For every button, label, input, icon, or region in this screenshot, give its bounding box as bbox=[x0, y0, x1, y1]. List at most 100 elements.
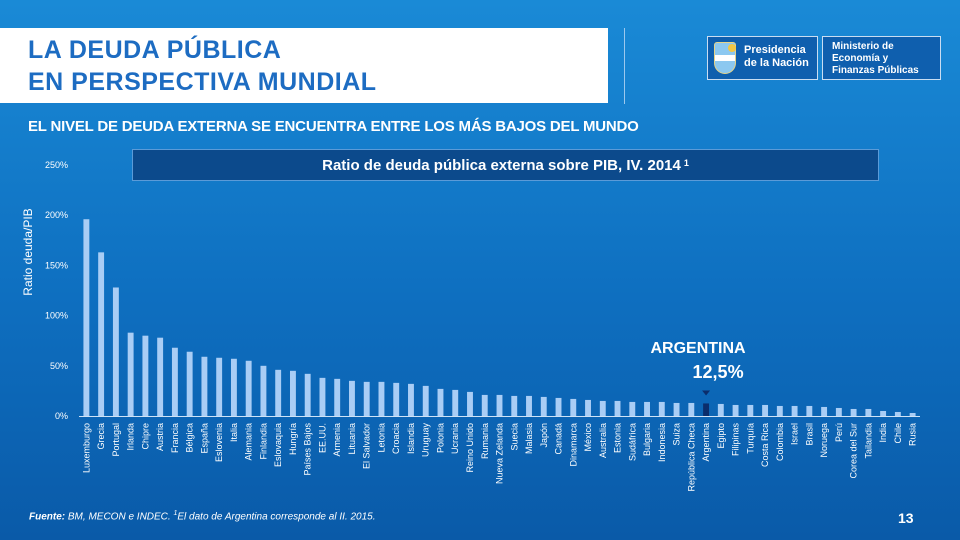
bar bbox=[186, 351, 193, 416]
bar bbox=[511, 395, 518, 416]
bar bbox=[127, 332, 134, 416]
bar bbox=[230, 358, 237, 416]
bar bbox=[540, 396, 547, 416]
x-tick-label: Países Bajos bbox=[303, 423, 313, 476]
bar bbox=[201, 356, 208, 416]
bar bbox=[275, 369, 282, 416]
bar bbox=[83, 219, 90, 416]
y-tick-label: 200% bbox=[45, 210, 68, 220]
bar bbox=[363, 381, 370, 416]
bar bbox=[673, 402, 680, 416]
bar bbox=[526, 395, 532, 416]
x-tick-label: Uruguay bbox=[421, 423, 431, 458]
x-tick-label: Corea del Sur bbox=[849, 423, 859, 479]
page-subtitle: EL NIVEL DE DEUDA EXTERNA SE ENCUENTRA E… bbox=[28, 118, 639, 135]
bar bbox=[629, 401, 636, 416]
bar bbox=[98, 252, 105, 416]
footnote-text: El dato de Argentina corresponde al II. … bbox=[177, 511, 376, 523]
bar bbox=[334, 378, 341, 416]
ministerio-line2: Economía y bbox=[832, 53, 889, 64]
x-tick-label: México bbox=[583, 423, 593, 452]
sun-icon bbox=[728, 44, 736, 52]
bar bbox=[644, 401, 650, 416]
x-tick-label: Indonesia bbox=[657, 423, 667, 462]
ministerio-line3: Finanzas Públicas bbox=[832, 65, 919, 76]
x-tick-label: Filipinas bbox=[731, 423, 741, 457]
bar bbox=[393, 382, 400, 416]
bar bbox=[481, 394, 488, 416]
bar bbox=[732, 404, 739, 416]
x-tick-label: Portugal bbox=[111, 423, 121, 457]
x-tick-label: Rumania bbox=[480, 423, 490, 459]
y-tick-label: 0% bbox=[55, 411, 68, 421]
header-divider bbox=[624, 28, 625, 104]
x-tick-label: Francia bbox=[170, 423, 180, 453]
x-tick-label: Armenia bbox=[332, 423, 342, 457]
page-title-line2: EN PERSPECTIVA MUNDIAL bbox=[28, 68, 377, 96]
bar bbox=[319, 377, 326, 416]
x-tick-label: Canadá bbox=[554, 423, 564, 455]
coat-of-arms-icon bbox=[714, 42, 736, 74]
bar bbox=[555, 397, 562, 416]
bar bbox=[599, 400, 606, 416]
x-tick-label: Suecia bbox=[509, 423, 519, 451]
ministerio-line1: Ministerio de bbox=[832, 41, 894, 52]
bar bbox=[894, 411, 901, 416]
bar bbox=[452, 389, 459, 416]
x-tick-label: Israel bbox=[790, 423, 800, 445]
x-tick-label: EE.UU. bbox=[317, 423, 327, 453]
bar bbox=[806, 405, 813, 416]
bar bbox=[289, 370, 296, 416]
x-tick-label: Malasia bbox=[524, 423, 534, 454]
x-tick-label: Eslovenia bbox=[214, 423, 224, 462]
x-tick-label: Alemania bbox=[244, 423, 254, 461]
ministerio-logo: Ministerio de Economía y Finanzas Públic… bbox=[822, 36, 941, 80]
x-tick-label: España bbox=[199, 423, 209, 454]
x-tick-label: Chile bbox=[893, 423, 903, 444]
x-tick-label: El Salvador bbox=[362, 423, 372, 469]
presidencia-line1: Presidencia bbox=[744, 44, 806, 56]
x-tick-label: Tailandia bbox=[863, 423, 873, 459]
chart-title-box: Ratio de deuda pública externa sobre PIB… bbox=[132, 149, 879, 181]
bar bbox=[112, 287, 119, 416]
x-tick-label: Lituania bbox=[347, 423, 357, 455]
x-tick-label: Rusia bbox=[908, 423, 918, 446]
x-tick-label: Noruega bbox=[819, 423, 829, 458]
bar bbox=[304, 373, 311, 416]
source-text: BM, MECON e INDEC. bbox=[65, 511, 174, 523]
source-label: Fuente: bbox=[29, 511, 66, 523]
annotation-value: 12,5% bbox=[693, 362, 744, 382]
bar bbox=[821, 406, 828, 416]
bar bbox=[614, 400, 621, 416]
bar bbox=[688, 402, 695, 416]
bar bbox=[850, 408, 857, 416]
annotation-label: ARGENTINA bbox=[651, 340, 747, 357]
x-tick-label: Luxemburgo bbox=[81, 423, 91, 473]
page-number: 13 bbox=[898, 510, 914, 526]
bar bbox=[776, 405, 783, 416]
x-tick-label: Bélgica bbox=[185, 423, 195, 453]
y-tick-label: 250% bbox=[45, 160, 68, 170]
x-tick-label: Eslovaquia bbox=[273, 423, 283, 467]
x-tick-label: Perú bbox=[834, 423, 844, 442]
x-tick-label: Estonia bbox=[613, 423, 623, 453]
y-tick-label: 150% bbox=[45, 260, 68, 270]
x-tick-label: Argentina bbox=[701, 423, 711, 462]
bar bbox=[909, 412, 916, 416]
x-tick-label: Croacia bbox=[391, 423, 401, 454]
x-tick-label: India bbox=[878, 423, 888, 443]
bar bbox=[791, 405, 798, 416]
bar bbox=[142, 335, 149, 416]
x-tick-label: Nueva Zelanda bbox=[495, 423, 505, 484]
bar bbox=[658, 401, 665, 416]
bar bbox=[349, 380, 355, 416]
bar bbox=[880, 410, 887, 416]
x-tick-label: Turquía bbox=[745, 423, 755, 454]
bar bbox=[437, 388, 444, 416]
chart-title: Ratio de deuda pública externa sobre PIB… bbox=[322, 156, 681, 174]
bar bbox=[245, 360, 252, 416]
bar bbox=[585, 399, 591, 416]
bar bbox=[762, 404, 769, 416]
x-tick-label: Bulgaria bbox=[642, 423, 652, 456]
